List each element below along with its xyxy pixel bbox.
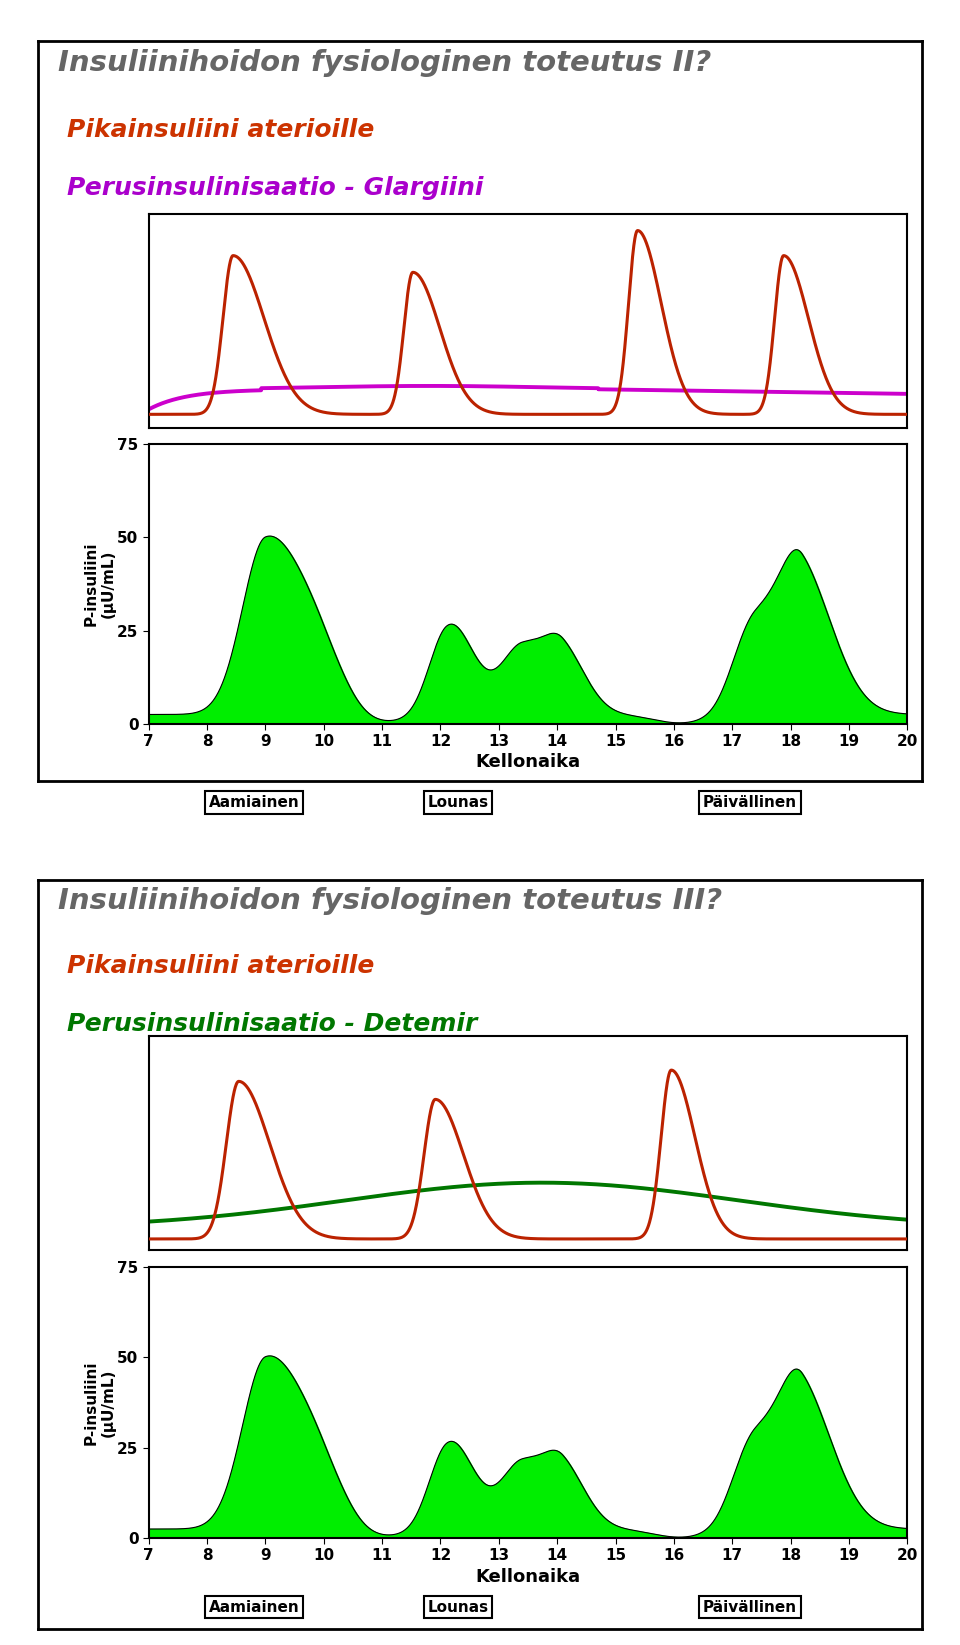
Text: Perusinsulinisaatio - Glargiini: Perusinsulinisaatio - Glargiini (67, 176, 484, 201)
Text: Lounas: Lounas (427, 1599, 489, 1615)
Text: Aamiainen: Aamiainen (208, 795, 300, 811)
Y-axis label: P-insuliini
(μU/mL): P-insuliini (μU/mL) (84, 1360, 115, 1444)
Text: Insuliinihoidon fysiologinen toteutus II?: Insuliinihoidon fysiologinen toteutus II… (58, 49, 710, 77)
Text: Insuliinihoidon fysiologinen toteutus III?: Insuliinihoidon fysiologinen toteutus II… (58, 887, 722, 915)
Text: Pikainsuliini aterioille: Pikainsuliini aterioille (67, 954, 374, 979)
Text: Päivällinen: Päivällinen (703, 1599, 797, 1615)
Text: Aamiainen: Aamiainen (208, 1599, 300, 1615)
Text: Päivällinen: Päivällinen (703, 795, 797, 811)
X-axis label: Kellonaika: Kellonaika (475, 753, 581, 772)
X-axis label: Kellonaika: Kellonaika (475, 1568, 581, 1586)
Y-axis label: P-insuliini
(μU/mL): P-insuliini (μU/mL) (84, 541, 115, 627)
Text: Pikainsuliini aterioille: Pikainsuliini aterioille (67, 118, 374, 143)
Text: Perusinsulinisaatio - Detemir: Perusinsulinisaatio - Detemir (67, 1012, 477, 1036)
Text: Lounas: Lounas (427, 795, 489, 811)
